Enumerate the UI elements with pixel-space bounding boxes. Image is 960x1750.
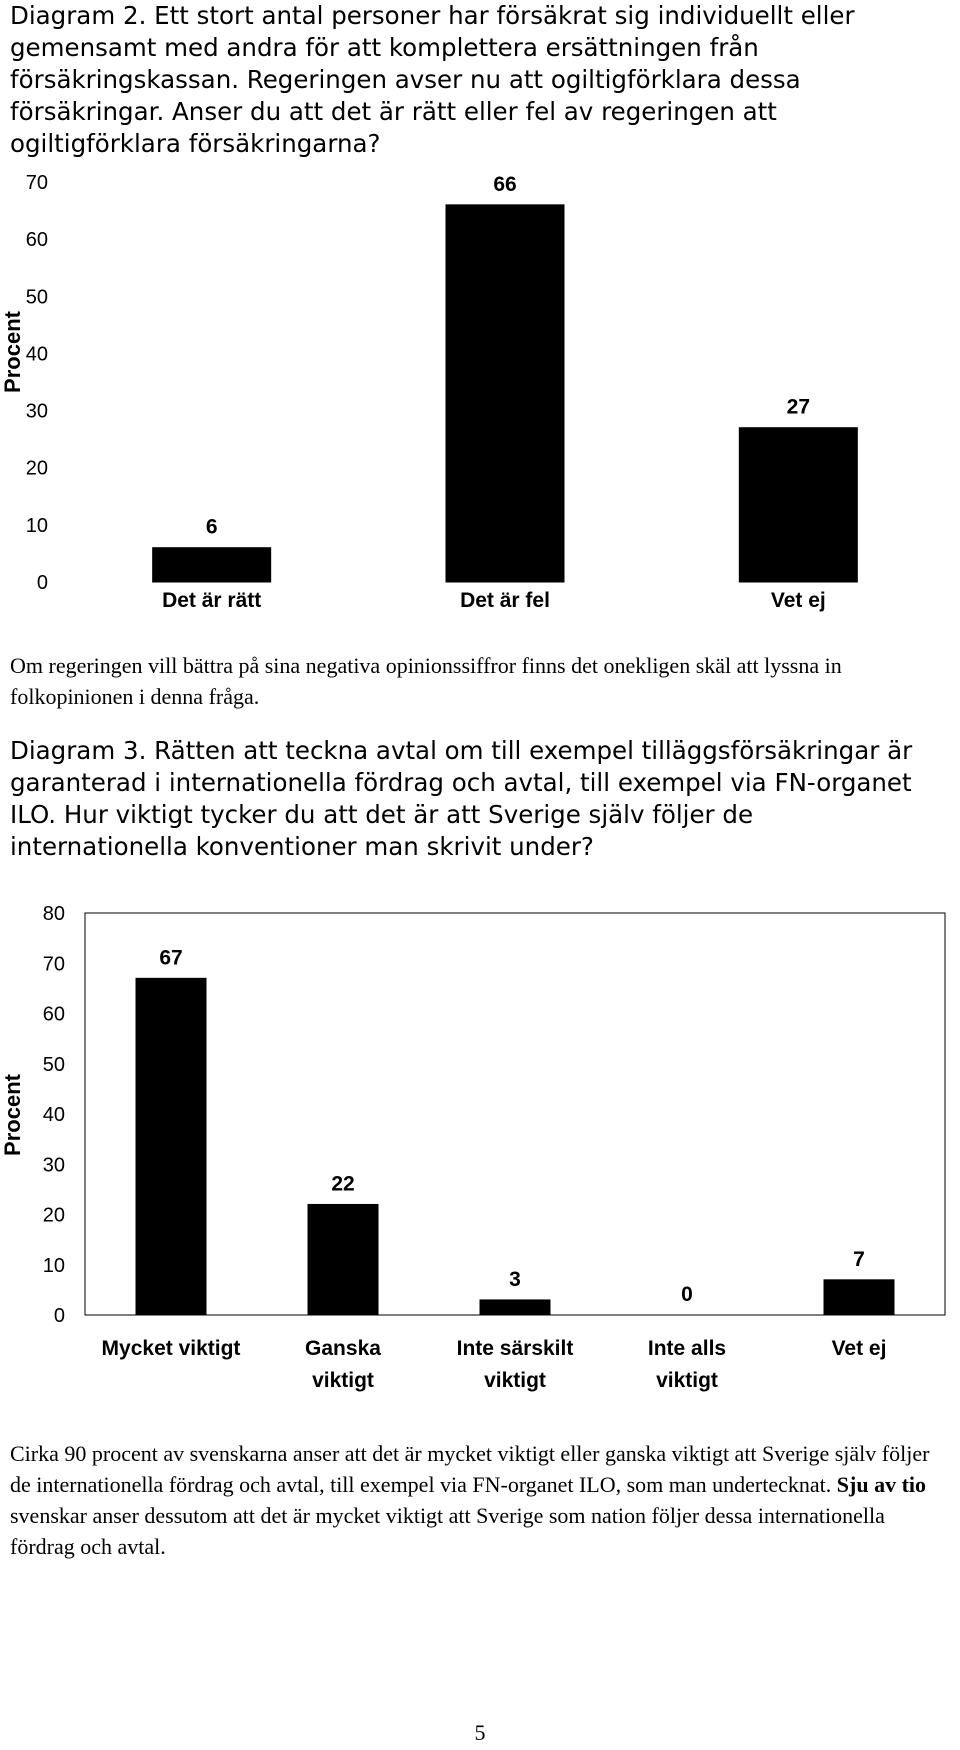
data-label: 22 [331, 1172, 354, 1195]
category-label: Det är fel [460, 589, 550, 612]
page-number: 5 [474, 1720, 486, 1745]
diagram2-heading: Diagram 2. [10, 1, 147, 30]
data-label: 7 [853, 1248, 865, 1271]
data-label: 3 [509, 1268, 521, 1291]
category-label: viktigt [312, 1369, 374, 1392]
category-label: Inte alls [648, 1337, 726, 1360]
y-axis-label: Procent [0, 310, 25, 393]
y-tick-label: 30 [26, 401, 48, 423]
data-label: 67 [159, 946, 182, 969]
diagram3-question-block: Diagram 3. Rätten att teckna avtal om ti… [10, 735, 930, 863]
y-tick-label: 80 [43, 903, 65, 925]
category-label: Inte särskilt [457, 1337, 574, 1360]
y-tick-label: 20 [43, 1205, 65, 1227]
y-axis-label: Procent [0, 1073, 25, 1156]
bar [823, 1279, 895, 1316]
y-tick-label: 40 [43, 1104, 65, 1126]
y-tick-label: 0 [54, 1305, 65, 1327]
bar [479, 1299, 551, 1316]
category-label: viktigt [656, 1369, 718, 1392]
diagram3-question: Rätten att teckna avtal om till exempel … [10, 736, 913, 861]
y-tick-label: 10 [43, 1255, 65, 1277]
category-label: Vet ej [771, 589, 826, 612]
diagram2-question: Ett stort antal personer har försäkrat s… [10, 1, 855, 158]
category-label: Det är rätt [162, 589, 261, 612]
diagram3-comment: Cirka 90 procent av svenskarna anser att… [10, 1438, 930, 1562]
y-tick-label: 60 [26, 229, 48, 251]
data-label: 27 [787, 396, 810, 419]
y-tick-label: 40 [26, 343, 48, 365]
y-tick-label: 60 [43, 1004, 65, 1026]
category-label: Ganska [305, 1337, 381, 1360]
bar [307, 1203, 379, 1316]
diagram3-heading: Diagram 3. [10, 736, 147, 765]
y-tick-label: 10 [26, 515, 48, 537]
y-tick-label: 50 [43, 1054, 65, 1076]
diagram3-comment-part1: Cirka 90 procent av svenskarna anser att… [10, 1441, 930, 1497]
bar [135, 977, 207, 1316]
data-label: 0 [681, 1283, 693, 1306]
diagram2-comment: Om regeringen vill bättra på sina negati… [10, 653, 842, 709]
diagram2-question-block: Diagram 2. Ett stort antal personer har … [10, 0, 930, 160]
category-label: Mycket viktigt [102, 1337, 241, 1360]
bar [445, 204, 565, 583]
bar [152, 547, 272, 583]
y-tick-label: 20 [26, 458, 48, 480]
diagram2-chart: 0 10 20 30 40 50 60 70 Procent 6 Det är rätt 66 Det … [0, 172, 858, 612]
y-tick-label: 0 [37, 572, 48, 594]
diagram3-comment-bold: Sju av tio [836, 1472, 927, 1497]
category-label: Vet ej [832, 1337, 887, 1360]
data-label: 66 [493, 173, 516, 196]
data-label: 6 [206, 516, 218, 539]
y-tick-label: 50 [26, 286, 48, 308]
y-tick-label: 70 [26, 172, 48, 194]
plot-frame [84, 912, 946, 1316]
bar [738, 427, 858, 583]
category-label: viktigt [484, 1369, 546, 1392]
y-tick-label: 70 [43, 953, 65, 975]
diagram3-comment-part2: svenskar anser dessutom att det är mycke… [10, 1503, 885, 1559]
y-tick-label: 30 [43, 1154, 65, 1176]
